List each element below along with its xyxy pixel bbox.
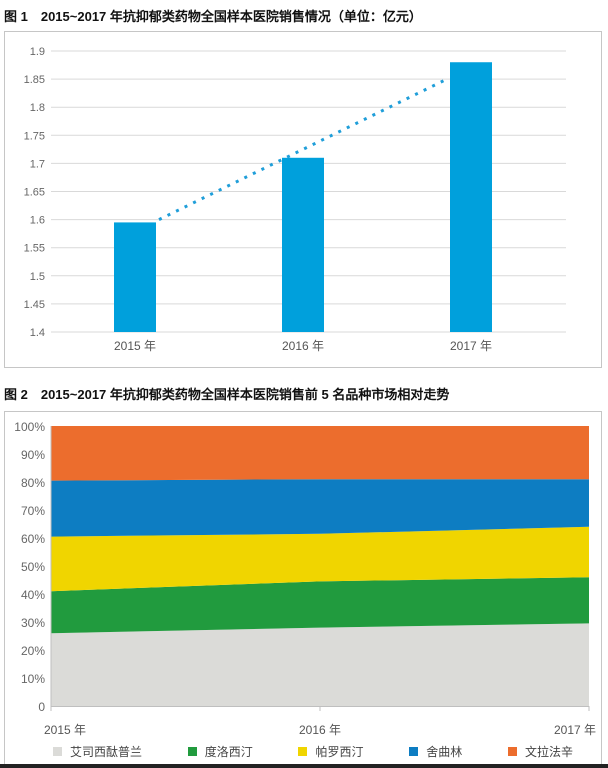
bar-2017年	[450, 62, 492, 333]
y-axis-tick-label: 1.9	[30, 46, 45, 58]
y-axis-tick-label: 1.85	[24, 74, 45, 86]
y-axis-tick-label: 1.5	[30, 271, 45, 283]
y-axis-tick-label: 90%	[21, 448, 45, 462]
x-axis-category-label: 2017 年	[450, 339, 492, 353]
legend-label: 文拉法辛	[524, 744, 573, 759]
x-axis-category-label: 2016 年	[299, 723, 341, 737]
x-axis-category-label: 2017 年	[554, 723, 596, 737]
x-axis-category-label: 2016 年	[282, 339, 324, 353]
y-axis-tick-label: 80%	[21, 476, 45, 490]
y-axis-tick-label: 1.8	[30, 102, 45, 114]
legend-swatch	[53, 746, 62, 756]
legend-item-文拉法辛: 文拉法辛	[507, 743, 573, 760]
area-series-艾司西酞普兰	[51, 623, 589, 706]
legend-label: 舍曲林	[426, 744, 463, 759]
y-axis-tick-label: 1.75	[24, 130, 45, 142]
legend-swatch	[507, 746, 517, 756]
area-series-舍曲林	[51, 479, 589, 537]
page-bottom-edge	[0, 764, 608, 768]
x-axis-category-label: 2015 年	[44, 723, 86, 737]
legend-item-度洛西汀: 度洛西汀	[187, 743, 253, 760]
y-axis-tick-label: 1.65	[24, 187, 45, 199]
legend-label: 艾司西酞普兰	[70, 744, 143, 759]
figure1-chart-frame: 1.4 1.45 1.5 1.55 1.6 1.65 1.7 1.75 1.8 1.85 1.9 20…	[4, 31, 602, 368]
figure2-chart-frame: 0 10% 20% 30% 40% 50% 60% 70% 80% 90% 100% 2015 年 20…	[4, 411, 602, 766]
x-axis-category-label: 2015 年	[114, 339, 156, 353]
bar-2015年	[114, 222, 156, 332]
legend-swatch	[409, 746, 419, 756]
figure2-legend: 艾司西酞普兰 度洛西汀 帕罗西汀 舍曲林 文拉法辛	[53, 743, 573, 759]
y-axis-tick-label: 1.55	[24, 243, 45, 255]
legend-swatch	[298, 746, 308, 756]
area-series-帕罗西汀	[51, 526, 589, 592]
y-axis-tick-label: 1.45	[24, 299, 45, 311]
legend-label: 帕罗西汀	[315, 744, 364, 759]
legend-label: 度洛西汀	[204, 744, 253, 759]
y-axis-tick-label: 60%	[21, 532, 45, 546]
figure2-title: 图 2 2015~2017 年抗抑郁类药物全国样本医院销售前 5 名品种市场相对…	[4, 387, 450, 402]
legend-swatch	[187, 746, 197, 756]
y-axis-tick-label: 1.6	[30, 215, 45, 227]
y-axis-tick-label: 50%	[21, 560, 45, 574]
figure1-bar-chart: 1.4 1.45 1.5 1.55 1.6 1.65 1.7 1.75 1.8 1.85 1.9 20…	[24, 46, 566, 353]
legend-item-帕罗西汀: 帕罗西汀	[298, 743, 363, 760]
y-axis-tick-label: 40%	[21, 588, 45, 602]
y-axis-tick-label: 1.7	[30, 158, 45, 170]
figure2-stacked-area-chart: 0 10% 20% 30% 40% 50% 60% 70% 80% 90% 100% 2015 年 20…	[14, 420, 596, 737]
dotted-trendline	[158, 77, 448, 221]
legend-item-舍曲林: 舍曲林	[409, 743, 462, 760]
area-series-度洛西汀	[51, 577, 589, 634]
bar-2016年	[282, 157, 324, 332]
y-axis-tick-label: 10%	[21, 672, 45, 686]
y-axis-tick-label: 100%	[14, 420, 45, 434]
y-axis-tick-label: 70%	[21, 504, 45, 518]
legend-item-艾司西酞普兰: 艾司西酞普兰	[53, 743, 142, 760]
y-axis-tick-label: 0	[38, 700, 45, 714]
y-axis-tick-label: 1.4	[30, 327, 45, 339]
area-series-文拉法辛	[51, 426, 589, 481]
y-axis-tick-label: 30%	[21, 616, 45, 630]
y-axis-tick-label: 20%	[21, 644, 45, 658]
figure1-title: 图 1 2015~2017 年抗抑郁类药物全国样本医院销售情况（单位：亿元）	[4, 9, 422, 24]
